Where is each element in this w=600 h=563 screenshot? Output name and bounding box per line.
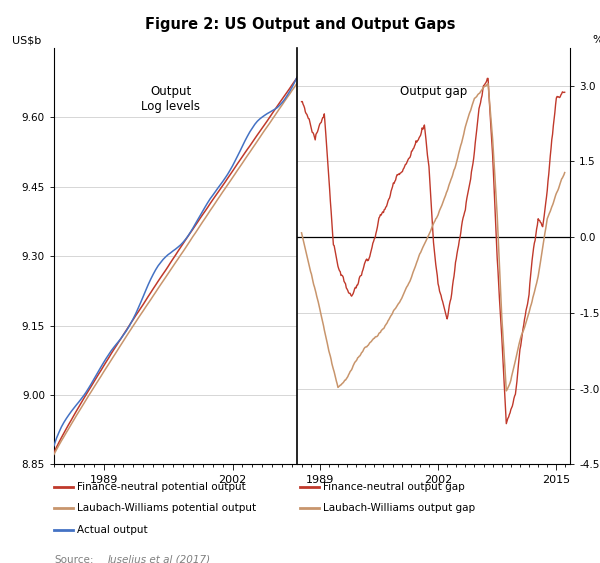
- Text: Finance-neutral potential output: Finance-neutral potential output: [77, 482, 246, 492]
- Text: US$b: US$b: [12, 35, 41, 45]
- Text: Output
Log levels: Output Log levels: [141, 86, 200, 113]
- Text: Laubach-Williams potential output: Laubach-Williams potential output: [77, 503, 257, 513]
- Text: Actual output: Actual output: [77, 525, 148, 535]
- Text: Juselius et al (2017): Juselius et al (2017): [108, 556, 211, 563]
- Text: Finance-neutral output gap: Finance-neutral output gap: [323, 482, 465, 492]
- Text: Source:: Source:: [54, 556, 94, 563]
- Text: Figure 2: US Output and Output Gaps: Figure 2: US Output and Output Gaps: [145, 17, 455, 32]
- Text: Output gap: Output gap: [400, 86, 467, 99]
- Text: Laubach-Williams output gap: Laubach-Williams output gap: [323, 503, 476, 513]
- Text: %: %: [592, 35, 600, 45]
